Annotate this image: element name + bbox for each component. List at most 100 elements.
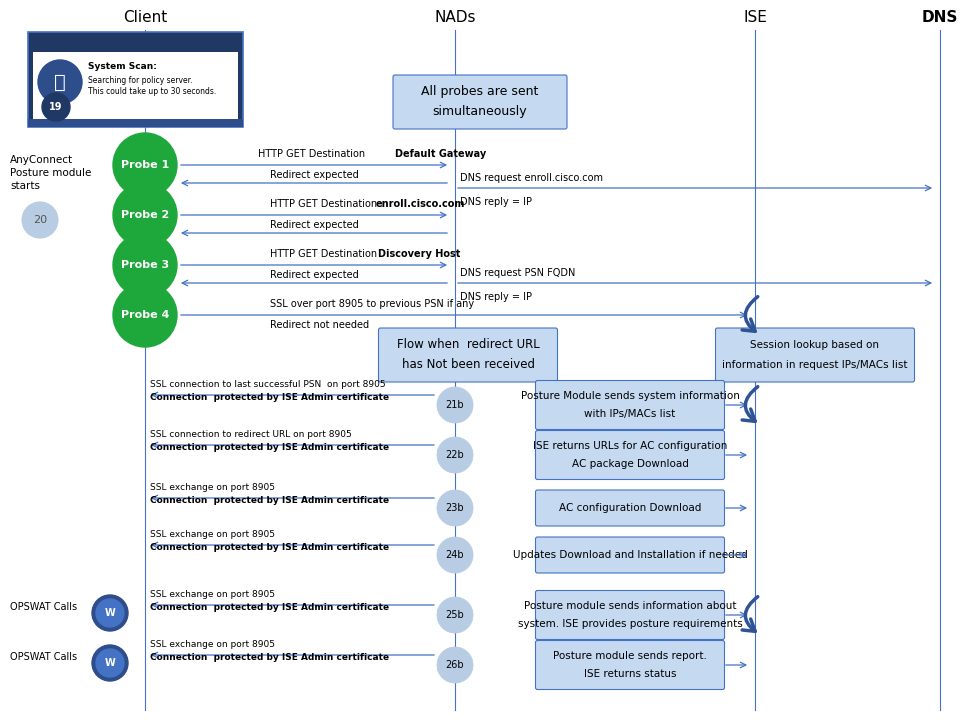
Text: Updates Download and Installation if needed: Updates Download and Installation if nee…: [513, 550, 748, 560]
Text: This could take up to 30 seconds.: This could take up to 30 seconds.: [88, 87, 216, 96]
Text: Connection  protected by ISE Admin certificate: Connection protected by ISE Admin certif…: [150, 443, 389, 452]
Text: System Scan:: System Scan:: [88, 62, 156, 71]
Text: SSL exchange on port 8905: SSL exchange on port 8905: [150, 483, 275, 492]
Text: Redirect expected: Redirect expected: [270, 170, 359, 180]
Text: ISE returns URLs for AC configuration: ISE returns URLs for AC configuration: [533, 441, 727, 451]
Circle shape: [92, 595, 128, 631]
FancyBboxPatch shape: [536, 590, 725, 639]
Text: SSL over port 8905 to previous PSN if any: SSL over port 8905 to previous PSN if an…: [270, 299, 474, 309]
Text: has Not been received: has Not been received: [401, 359, 535, 372]
Text: Redirect expected: Redirect expected: [270, 220, 359, 230]
Text: Posture module sends information about: Posture module sends information about: [524, 601, 736, 611]
Circle shape: [113, 233, 177, 297]
Text: W: W: [105, 658, 115, 668]
Text: HTTP GET Destination: HTTP GET Destination: [270, 249, 380, 259]
Text: 25b: 25b: [445, 610, 465, 620]
Text: HTTP GET Destination: HTTP GET Destination: [258, 149, 368, 159]
Text: 23b: 23b: [445, 503, 465, 513]
Circle shape: [96, 649, 124, 677]
FancyBboxPatch shape: [536, 537, 725, 573]
Circle shape: [92, 645, 128, 681]
Text: 🛡: 🛡: [54, 73, 66, 91]
Text: DNS: DNS: [922, 11, 958, 25]
Text: OPSWAT Calls: OPSWAT Calls: [10, 602, 77, 612]
Text: Probe 1: Probe 1: [121, 160, 169, 170]
Text: 26b: 26b: [445, 660, 465, 670]
Circle shape: [437, 537, 473, 573]
Text: ISE returns status: ISE returns status: [584, 669, 676, 679]
FancyBboxPatch shape: [28, 32, 243, 127]
Text: 20: 20: [33, 215, 47, 225]
Text: W: W: [105, 608, 115, 618]
Text: SSL exchange on port 8905: SSL exchange on port 8905: [150, 640, 275, 649]
Text: Connection  protected by ISE Admin certificate: Connection protected by ISE Admin certif…: [150, 653, 389, 662]
Circle shape: [96, 599, 124, 627]
Text: information in request IPs/MACs list: information in request IPs/MACs list: [722, 360, 908, 370]
Text: DNS reply = IP: DNS reply = IP: [460, 292, 532, 302]
FancyArrowPatch shape: [742, 297, 757, 331]
Text: Connection  protected by ISE Admin certificate: Connection protected by ISE Admin certif…: [150, 543, 389, 552]
FancyArrowPatch shape: [742, 597, 757, 631]
Text: SSL exchange on port 8905: SSL exchange on port 8905: [150, 530, 275, 539]
Circle shape: [437, 597, 473, 633]
Text: DNS reply = IP: DNS reply = IP: [460, 197, 532, 207]
FancyBboxPatch shape: [393, 75, 567, 129]
Text: DNS request enroll.cisco.com: DNS request enroll.cisco.com: [460, 173, 603, 183]
Text: ISE: ISE: [743, 11, 767, 25]
Text: Default Gateway: Default Gateway: [395, 149, 487, 159]
Circle shape: [437, 490, 473, 526]
FancyArrowPatch shape: [742, 387, 757, 421]
Text: 21b: 21b: [445, 400, 465, 410]
FancyBboxPatch shape: [28, 119, 243, 127]
Text: Connection  protected by ISE Admin certificate: Connection protected by ISE Admin certif…: [150, 496, 389, 505]
Text: OPSWAT Calls: OPSWAT Calls: [10, 652, 77, 662]
Circle shape: [42, 93, 70, 121]
Circle shape: [437, 437, 473, 473]
Text: Probe 4: Probe 4: [121, 310, 169, 320]
Text: SSL exchange on port 8905: SSL exchange on port 8905: [150, 590, 275, 599]
Text: 24b: 24b: [445, 550, 465, 560]
Circle shape: [437, 647, 473, 683]
FancyBboxPatch shape: [715, 328, 915, 382]
Text: Connection  protected by ISE Admin certificate: Connection protected by ISE Admin certif…: [150, 603, 389, 612]
Text: SSL connection to last successful PSN  on port 8905: SSL connection to last successful PSN on…: [150, 380, 386, 389]
Text: Searching for policy server.: Searching for policy server.: [88, 76, 193, 85]
Text: Posture Module sends system information: Posture Module sends system information: [520, 391, 739, 401]
Text: AC configuration Download: AC configuration Download: [559, 503, 701, 513]
Text: Connection  protected by ISE Admin certificate: Connection protected by ISE Admin certif…: [150, 393, 389, 402]
Text: SSL connection to redirect URL on port 8905: SSL connection to redirect URL on port 8…: [150, 430, 351, 439]
Text: Probe 3: Probe 3: [121, 260, 169, 270]
Circle shape: [113, 133, 177, 197]
Text: 19: 19: [49, 102, 62, 112]
Text: All probes are sent: All probes are sent: [421, 86, 539, 99]
FancyBboxPatch shape: [378, 328, 558, 382]
Text: Session lookup based on: Session lookup based on: [751, 340, 879, 350]
FancyBboxPatch shape: [536, 641, 725, 690]
Text: 22b: 22b: [445, 450, 465, 460]
FancyBboxPatch shape: [33, 52, 238, 122]
Circle shape: [113, 183, 177, 247]
Text: Posture module sends report.: Posture module sends report.: [553, 651, 707, 661]
Text: Redirect not needed: Redirect not needed: [270, 320, 370, 330]
Text: Discovery Host: Discovery Host: [378, 249, 461, 259]
Text: Client: Client: [123, 11, 167, 25]
Circle shape: [437, 387, 473, 423]
Text: Probe 2: Probe 2: [121, 210, 169, 220]
FancyBboxPatch shape: [536, 380, 725, 430]
Text: simultaneously: simultaneously: [433, 106, 527, 119]
Text: HTTP GET Destination: HTTP GET Destination: [270, 199, 377, 209]
Circle shape: [22, 202, 58, 238]
Circle shape: [38, 60, 82, 104]
Text: NADs: NADs: [434, 11, 476, 25]
Text: AC package Download: AC package Download: [571, 459, 688, 469]
Text: AnyConnect
Posture module
starts: AnyConnect Posture module starts: [10, 155, 91, 192]
Text: enroll.cisco.com: enroll.cisco.com: [376, 199, 466, 209]
Text: system. ISE provides posture requirements: system. ISE provides posture requirement…: [517, 619, 742, 629]
Text: Flow when  redirect URL: Flow when redirect URL: [396, 338, 540, 351]
Text: Redirect expected: Redirect expected: [270, 270, 359, 280]
FancyBboxPatch shape: [536, 431, 725, 480]
Text: DNS request PSN FQDN: DNS request PSN FQDN: [460, 268, 575, 278]
FancyBboxPatch shape: [536, 490, 725, 526]
Text: with IPs/MACs list: with IPs/MACs list: [585, 409, 676, 419]
Circle shape: [113, 283, 177, 347]
